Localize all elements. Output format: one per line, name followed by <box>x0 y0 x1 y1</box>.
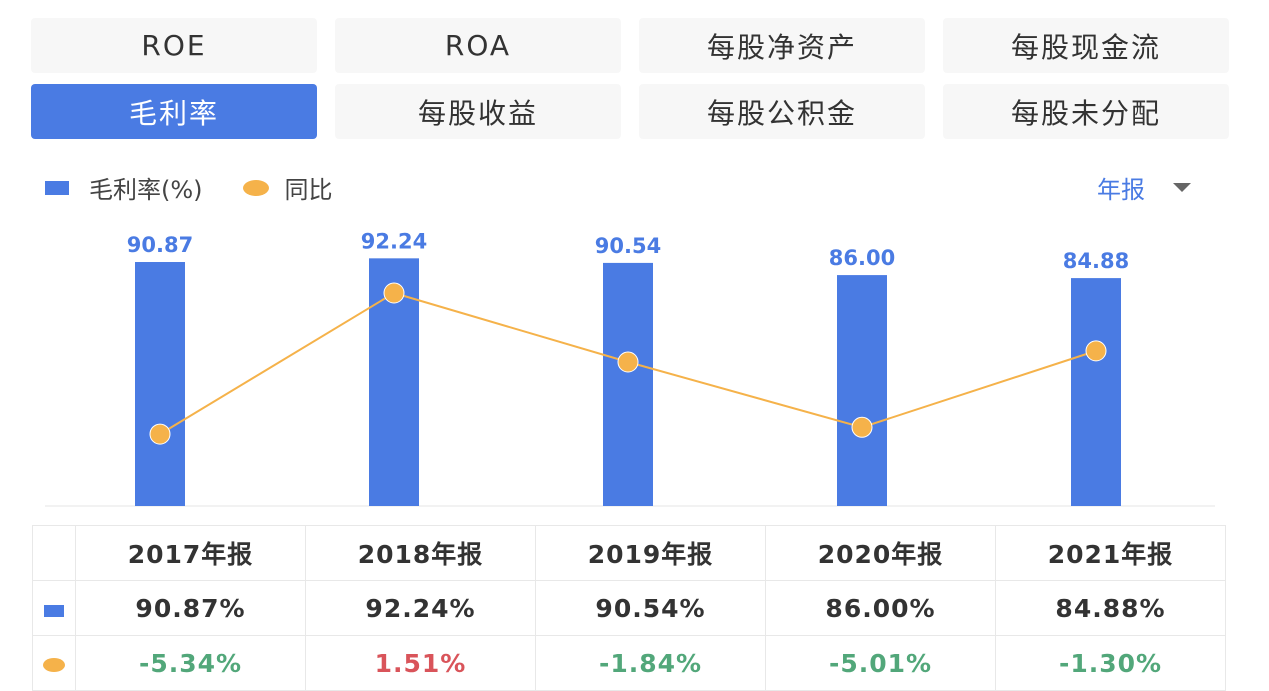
bar-data-label: 86.00 <box>829 246 895 270</box>
bar-data-label: 84.88 <box>1063 249 1129 273</box>
line-series-icon <box>43 657 65 672</box>
yoy-cell: 1.51% <box>305 635 536 691</box>
legend-line-label: 同比 <box>284 176 333 204</box>
legend-bar-label: 毛利率(%) <box>89 176 203 204</box>
yoy-point <box>617 351 639 373</box>
yoy-point <box>149 423 171 445</box>
chart-legend: 毛利率(%) 同比 <box>45 170 333 205</box>
yoy-point <box>1085 340 1107 362</box>
bar-legend-swatch <box>45 180 69 195</box>
header-cell: 2019年报 <box>535 525 766 581</box>
value-cell: 86.00% <box>765 580 996 636</box>
header-cell: 2018年报 <box>305 525 536 581</box>
line-legend-swatch <box>242 179 269 196</box>
bar <box>135 262 185 506</box>
yoy-point <box>383 282 405 304</box>
tab-undistributed-per-share[interactable]: 每股未分配 <box>943 84 1229 139</box>
header-cell: 2021年报 <box>995 525 1226 581</box>
period-selector[interactable]: 年报 <box>1097 170 1191 205</box>
tab-eps[interactable]: 每股收益 <box>335 84 621 139</box>
tab-gross-margin[interactable]: 毛利率 <box>31 84 317 139</box>
data-table: 2017年报 2018年报 2019年报 2020年报 2021年报 90.87… <box>32 525 1226 691</box>
value-cell: 90.87% <box>75 580 306 636</box>
yoy-cell: -1.84% <box>535 635 766 691</box>
tab-roe[interactable]: ROE <box>31 18 317 73</box>
yoy-cell: -5.01% <box>765 635 996 691</box>
tab-reserve-per-share[interactable]: 每股公积金 <box>639 84 925 139</box>
value-cell: 84.88% <box>995 580 1226 636</box>
value-cell: 90.54% <box>535 580 766 636</box>
chart: 90.87 92.24 90.54 86.00 84.88 <box>45 229 1215 507</box>
table-row-yoy: -5.34% 1.51% -1.84% -5.01% -1.30% <box>32 635 1226 691</box>
value-cell: 92.24% <box>305 580 536 636</box>
bar <box>603 262 653 506</box>
table-row-gross-margin: 90.87% 92.24% 90.54% 86.00% 84.88% <box>32 580 1226 636</box>
bar-data-label: 90.54 <box>595 234 661 258</box>
tab-roa[interactable]: ROA <box>335 18 621 73</box>
bar-data-label: 92.24 <box>361 229 427 253</box>
tab-nav-per-share[interactable]: 每股净资产 <box>639 18 925 73</box>
bar-data-label: 90.87 <box>127 233 193 257</box>
bar-series-icon <box>44 604 64 617</box>
bar <box>837 275 887 506</box>
yoy-cell: -5.34% <box>75 635 306 691</box>
header-cell: 2017年报 <box>75 525 306 581</box>
period-label: 年报 <box>1097 176 1145 204</box>
caret-down-icon <box>1173 183 1191 192</box>
tab-cashflow-per-share[interactable]: 每股现金流 <box>943 18 1229 73</box>
bar <box>1071 278 1121 506</box>
metric-tabs: ROE ROA 每股净资产 每股现金流 毛利率 每股收益 每股公积金 每股未分配 <box>31 18 1229 139</box>
header-cell: 2020年报 <box>765 525 996 581</box>
yoy-point <box>851 416 873 438</box>
table-header-row: 2017年报 2018年报 2019年报 2020年报 2021年报 <box>32 525 1226 581</box>
yoy-cell: -1.30% <box>995 635 1226 691</box>
